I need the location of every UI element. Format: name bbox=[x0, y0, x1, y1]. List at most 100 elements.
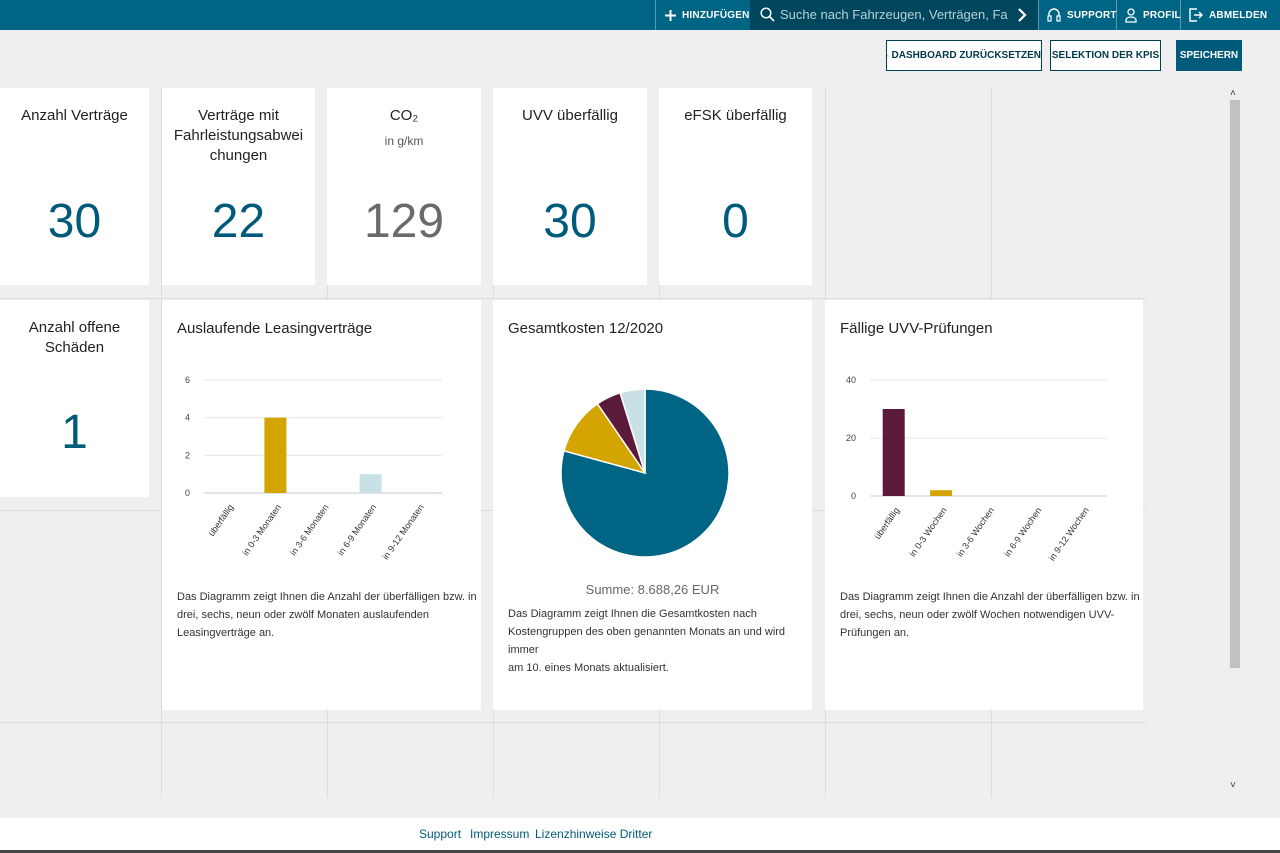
separator bbox=[655, 0, 656, 30]
kpi-title-line: chungen bbox=[209, 147, 268, 164]
y-tick-label: 20 bbox=[846, 433, 856, 443]
logout-icon bbox=[1189, 8, 1203, 22]
headset-icon bbox=[1047, 7, 1061, 22]
x-tick-label: in 3-6 Monaten bbox=[288, 502, 331, 557]
chart-description: Das Diagramm zeigt Ihnen die Gesamtkoste… bbox=[508, 605, 812, 677]
footer-link-impressum[interactable]: Impressum bbox=[470, 827, 530, 841]
x-tick-label: in 9-12 Monaten bbox=[380, 502, 426, 561]
kpi-selection-label: SELEKTION DER KPIS bbox=[1051, 50, 1160, 61]
x-tick-label: überfällig bbox=[206, 502, 235, 538]
chevron-right-icon[interactable] bbox=[1017, 8, 1027, 22]
profile-label: PROFIL bbox=[1143, 9, 1181, 21]
kpi-card-contracts[interactable]: Anzahl Verträge 30 bbox=[0, 88, 149, 285]
x-tick-label: überfällig bbox=[872, 505, 901, 541]
chart-title: Auslaufende Leasingverträge bbox=[177, 320, 373, 337]
separator bbox=[1180, 0, 1181, 30]
vertical-scrollbar[interactable]: ˄ ˅ bbox=[1226, 88, 1244, 798]
footer-link-support[interactable]: Support bbox=[419, 827, 462, 841]
kpi-card-efsk-overdue[interactable]: eFSK überfällig 0 bbox=[659, 88, 812, 285]
description-line: drei, sechs, neun oder zwölf Monaten aus… bbox=[177, 609, 429, 621]
window-bottom-edge bbox=[0, 850, 1280, 853]
search-icon bbox=[760, 7, 775, 22]
kpi-card-mileage-deviation[interactable]: Verträge mit Fahrleistungsabwei chungen … bbox=[162, 88, 315, 285]
save-label: SPEICHERN bbox=[1179, 50, 1239, 61]
scroll-up-icon[interactable]: ˄ bbox=[1230, 88, 1236, 99]
search-input[interactable]: Suche nach Fahrzeugen, Verträgen, Fahr..… bbox=[780, 7, 1008, 22]
reset-dashboard-label: DASHBOARD ZURÜCKSETZEN bbox=[891, 50, 1041, 61]
y-tick-label: 0 bbox=[851, 491, 856, 501]
kpi-value: 30 bbox=[47, 195, 102, 248]
grid-line bbox=[0, 298, 1146, 299]
kpi-value: 0 bbox=[722, 195, 749, 248]
footer: Support Impressum Lizenzhinweise Dritter bbox=[0, 818, 1280, 853]
search-bar[interactable] bbox=[750, 0, 1038, 30]
footer-link-licenses[interactable]: Lizenzhinweise Dritter bbox=[535, 827, 653, 841]
kpi-value: 1 bbox=[61, 406, 88, 459]
x-tick-label: in 6-9 Monaten bbox=[336, 502, 379, 557]
description-line: am 10. eines Monats aktualisiert. bbox=[508, 662, 669, 674]
kpi-title: Anzahl Verträge bbox=[21, 107, 128, 124]
top-bar: HINZUFÜGEN Suche nach Fahrzeugen, Verträ… bbox=[0, 0, 1280, 30]
description-line: Das Diagramm zeigt Ihnen die Gesamtkoste… bbox=[508, 608, 757, 620]
description-line: drei, sechs, neun oder zwölf Wochen notw… bbox=[840, 609, 1115, 621]
kpi-title-line: Schäden bbox=[44, 339, 105, 356]
scroll-thumb[interactable] bbox=[1230, 100, 1240, 668]
description-line: Prüfungen an. bbox=[840, 627, 910, 639]
pie-slice bbox=[560, 388, 730, 558]
scroll-down-icon[interactable]: ˅ bbox=[1230, 780, 1236, 791]
add-button[interactable]: HINZUFÜGEN bbox=[665, 0, 750, 30]
description-line: Das Diagramm zeigt Ihnen die Anzahl der … bbox=[177, 591, 477, 603]
x-tick-label: in 0-3 Wochen bbox=[907, 505, 948, 558]
kpi-selection-button[interactable]: SELEKTION DER KPIS bbox=[1050, 40, 1161, 71]
leasing-bar-chart: 0 2 4 6 überfällig in 0-3 Monaten in 3-6 Monat… bbox=[185, 375, 442, 561]
separator bbox=[1116, 0, 1117, 30]
x-tick-label: in 9-12 Wochen bbox=[1047, 505, 1091, 562]
reset-icon bbox=[887, 54, 889, 57]
y-tick-label: 40 bbox=[846, 375, 856, 385]
chart-title: Gesamtkosten 12/2020 bbox=[508, 320, 664, 337]
chart-title: Fällige UVV-Prüfungen bbox=[840, 320, 993, 337]
grid-line bbox=[161, 88, 162, 798]
kpi-title-line: Anzahl offene bbox=[28, 319, 121, 336]
reset-dashboard-button[interactable]: DASHBOARD ZURÜCKSETZEN bbox=[886, 40, 1042, 71]
kpi-title: UVV überfällig bbox=[522, 107, 618, 124]
y-tick-label: 2 bbox=[185, 450, 190, 460]
logout-button[interactable]: ABMELDEN bbox=[1189, 0, 1267, 30]
add-label: HINZUFÜGEN bbox=[682, 9, 750, 21]
y-tick-label: 0 bbox=[185, 488, 190, 498]
cost-sum: Summe: 8.688,26 EUR bbox=[585, 582, 720, 597]
x-tick-label: in 0-3 Monaten bbox=[240, 502, 283, 557]
bar bbox=[359, 474, 382, 493]
kpi-value: 129 bbox=[363, 195, 445, 248]
leasing-chart-card[interactable]: Auslaufende Leasingverträge 0 2 4 6 überfäll… bbox=[162, 300, 481, 710]
support-button[interactable]: SUPPORT bbox=[1047, 0, 1117, 30]
pie-slice bbox=[619, 388, 646, 474]
kpi-title-line: Verträge mit bbox=[198, 107, 279, 124]
user-icon bbox=[1125, 7, 1137, 23]
kpi-card-open-damages[interactable]: Anzahl offene Schäden 1 bbox=[0, 300, 149, 497]
bar bbox=[930, 490, 953, 496]
kpi-title: Verträge mit Fahrleistungsabwei chungen bbox=[162, 106, 315, 166]
description-line: Leasingverträge an. bbox=[177, 627, 275, 639]
chart-description: Das Diagramm zeigt Ihnen die Anzahl der … bbox=[177, 588, 477, 642]
save-button[interactable]: SPEICHERN bbox=[1176, 40, 1242, 71]
kpi-card-uvv-overdue[interactable]: UVV überfällig 30 bbox=[493, 88, 647, 285]
logout-label: ABMELDEN bbox=[1209, 9, 1268, 21]
profile-button[interactable]: PROFIL bbox=[1125, 0, 1181, 30]
y-tick-label: 6 bbox=[185, 375, 190, 385]
kpi-title: eFSK überfällig bbox=[684, 107, 787, 124]
kpi-title-line: Fahrleistungsabwei bbox=[173, 127, 304, 144]
uvv-chart-card[interactable]: Fällige UVV-Prüfungen 0 20 40 überfällig in … bbox=[825, 300, 1143, 710]
y-tick-label: 4 bbox=[185, 413, 190, 423]
kpi-title: CO₂ bbox=[389, 107, 419, 124]
grid-line bbox=[0, 722, 1146, 723]
x-tick-label: in 3-6 Wochen bbox=[955, 505, 996, 558]
bar bbox=[882, 409, 905, 496]
cost-chart-card[interactable]: Gesamtkosten 12/2020 Summe: 8.688,26 EUR… bbox=[493, 300, 812, 710]
kpi-card-co2[interactable]: CO₂ in g/km 129 bbox=[327, 88, 481, 285]
kpi-title: Anzahl offene Schäden bbox=[0, 318, 149, 358]
uvv-bar-chart: 0 20 40 überfällig in 0-3 Wochen in 3-6 Woche… bbox=[846, 375, 1107, 563]
separator bbox=[1038, 0, 1039, 30]
support-label: SUPPORT bbox=[1067, 9, 1117, 21]
description-line: Kostengruppen des oben genannten Monats … bbox=[508, 626, 786, 656]
